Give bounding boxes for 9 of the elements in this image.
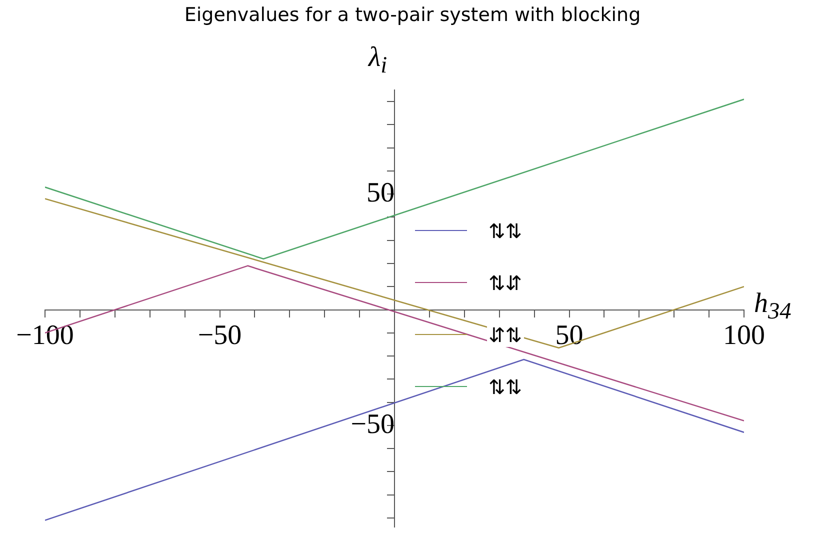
legend-label: ⇅⇅: [486, 374, 524, 399]
x-tick-label: 50: [555, 320, 584, 351]
chart-title: Eigenvalues for a two-pair system with blocking: [183, 4, 642, 26]
legend-label: ⇵⇅: [486, 322, 524, 347]
y-axis-title: λ$_{i}$: [368, 42, 388, 80]
x-tick-label: −100: [16, 320, 74, 351]
x-tick-label: −50: [198, 320, 242, 351]
legend-label: ⇅⇵: [486, 270, 524, 295]
legend-label: ⇅⇅: [486, 218, 524, 243]
